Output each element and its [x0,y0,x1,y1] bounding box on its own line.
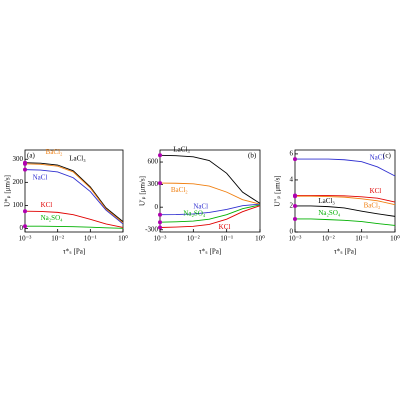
series-label: BaCl₂ [46,148,63,156]
x-axis-label: τ*ₛ [Pa] [334,248,356,256]
x-tick-label: 10⁰ [390,235,400,243]
start-marker [23,161,27,166]
series-line [159,154,261,204]
x-tick-label: 10⁻¹ [355,235,368,243]
series-line [24,162,124,222]
series-label: LaCl₃ [318,197,335,205]
y-tick-label: 6 [290,150,294,158]
series-line [295,195,396,203]
series-label: NaCl [33,174,48,182]
start-marker [23,209,27,214]
y-tick-label: 0 [290,228,294,236]
series-line [159,182,261,205]
series-line [159,205,261,228]
panel-label: (a) [27,152,35,160]
series-label: Na₂SO₄ [183,210,206,218]
x-tick-label: 10⁰ [255,235,265,243]
y-tick-label: 0 [20,224,24,232]
series-label: NaCl [370,154,385,162]
start-marker [23,167,27,172]
x-axis-label: τ*ₛ [Pa] [63,248,85,256]
plot-frame [24,149,124,233]
series-line [295,205,396,217]
series-label: KCl [41,201,53,209]
series-label: KCl [370,187,382,195]
start-marker [293,203,297,208]
y-tick-label: 200 [13,178,24,186]
x-tick-label: 10⁰ [118,235,128,243]
series-label: Na₂SO₄ [318,209,341,217]
series-line [295,218,396,226]
start-marker [293,216,297,221]
series-line [24,163,124,224]
y-tick-label: 100 [13,201,24,209]
series-label: LaCl₃ [69,154,86,162]
start-marker [158,220,162,225]
series-label: Na₂SO₄ [41,214,64,222]
x-tick-label: 10⁻² [187,235,200,243]
series-line [24,169,124,225]
y-axis-label: U′ₚ [μm/s] [139,176,147,206]
x-tick-label: 10⁻³ [19,235,32,243]
series-label: BaCl₂ [364,201,381,209]
series-label: BaCl₂ [171,186,188,194]
y-tick-label: 300 [148,180,159,188]
y-tick-label: 0 [155,203,159,211]
y-tick-label: 300 [13,155,24,163]
panel-label: (b) [248,152,257,160]
series-label: LaCl₃ [173,145,190,153]
plot-frame [159,149,261,233]
series-label: KCl [219,223,231,231]
start-marker [158,212,162,217]
series-line [24,210,124,228]
start-marker [158,153,162,158]
start-marker [293,194,297,199]
y-tick-label: -300 [145,225,158,233]
panel-label: (c) [383,152,391,160]
start-marker [158,181,162,186]
x-tick-label: 10⁻¹ [84,235,97,243]
series-label: NaCl [193,203,208,211]
plot-frame [294,149,396,233]
y-tick-label: 600 [148,158,159,166]
x-tick-label: 10⁻³ [154,235,167,243]
y-axis-label: U*ₚ [μm/s] [4,175,12,207]
start-marker [293,157,297,162]
x-tick-label: 10⁻³ [289,235,302,243]
series-line [159,203,261,216]
y-tick-label: 2 [290,202,294,210]
series-line [25,225,124,229]
x-axis-label: τ*ₛ [Pa] [199,248,221,256]
series-line [159,204,261,223]
x-tick-label: 10⁻¹ [220,235,233,243]
start-marker [23,224,27,229]
start-marker [158,225,162,230]
y-tick-label: 4 [290,176,294,184]
series-line [295,158,396,177]
series-line [295,195,396,206]
y-axis-label: U″ₚ [μm/s] [274,175,282,206]
x-tick-label: 10⁻² [51,235,64,243]
x-tick-label: 10⁻² [322,235,335,243]
